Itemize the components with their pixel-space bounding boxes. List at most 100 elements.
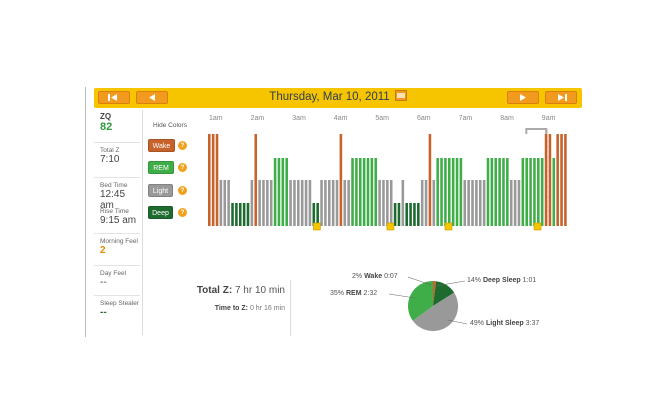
- hypnogram-bar-light: [289, 180, 292, 226]
- hypnogram-bar-light: [258, 180, 261, 226]
- zq-label: ZQ: [100, 112, 112, 121]
- hypnogram-bar-deep: [238, 203, 242, 226]
- left-border: [85, 87, 86, 337]
- hypnogram-bar-light: [335, 180, 339, 226]
- hypnogram-bar-deep: [242, 203, 246, 226]
- hide-colors-link[interactable]: Hide Colors: [153, 122, 187, 129]
- hypnogram-bar-rem: [502, 158, 505, 226]
- hypnogram-bar-rem: [451, 158, 455, 226]
- date-header: Thursday, Mar 10, 2011: [94, 88, 582, 108]
- time-to-z-value: 0 hr 16 min: [249, 305, 285, 312]
- hypnogram-bar-deep: [231, 203, 234, 226]
- hypnogram-bar-light: [509, 180, 513, 226]
- hypnogram-bar-wake: [560, 134, 563, 226]
- hypnogram-bar-rem: [486, 158, 490, 226]
- hypnogram-bar-light: [300, 180, 304, 226]
- help-icon[interactable]: ?: [178, 186, 187, 195]
- note-marker-icon[interactable]: [313, 222, 321, 231]
- pie-slice-wake: [433, 281, 437, 306]
- hour-label: 4am: [333, 115, 348, 122]
- calendar-icon[interactable]: [394, 90, 407, 101]
- help-icon[interactable]: ?: [178, 163, 187, 172]
- hypnogram-bar-rem: [366, 158, 370, 226]
- hypnogram-bar-light: [482, 180, 486, 226]
- zq-value: 82: [100, 121, 113, 133]
- hypnogram-bar-light: [262, 180, 265, 226]
- hypnogram-bar-light: [250, 180, 254, 226]
- sleep-stealer-label: Sleep Stealer: [100, 300, 140, 307]
- legend-rem[interactable]: REM: [148, 161, 174, 174]
- hypnogram-bar-rem: [358, 158, 362, 226]
- hypnogram-bar-rem: [444, 158, 447, 226]
- hypnogram-bar-deep: [393, 203, 397, 226]
- hypnogram-bar-light: [389, 180, 393, 226]
- hypnogram-bar-rem: [494, 158, 498, 226]
- hypnogram-bar-light: [324, 180, 327, 226]
- forward-button[interactable]: [507, 91, 539, 104]
- hypnogram-bar-wake: [548, 134, 552, 226]
- hypnogram-bar-rem: [537, 158, 540, 226]
- day-feel-label: Day Feel: [100, 270, 127, 277]
- hour-label: 5am: [375, 115, 390, 122]
- rise-bracket: [525, 128, 548, 134]
- hour-label: 7am: [458, 115, 473, 122]
- hypnogram-bar-light: [475, 180, 478, 226]
- hypnogram-bar-deep: [235, 203, 238, 226]
- hypnogram-bar-wake: [428, 134, 432, 226]
- skip-back-button[interactable]: [98, 91, 130, 104]
- time-to-z-label: Time to Z:: [214, 305, 249, 312]
- hypnogram-bar-rem: [521, 158, 525, 226]
- hypnogram-bar-light: [223, 180, 227, 226]
- date-text: Thursday, Mar 10, 2011: [269, 91, 390, 103]
- legend-deep[interactable]: Deep: [148, 206, 173, 219]
- legend-wake[interactable]: Wake: [148, 139, 175, 152]
- morning-feel-value: 2: [100, 245, 106, 256]
- hour-label: 3am: [292, 115, 306, 122]
- hypnogram-bar-wake: [215, 134, 219, 226]
- note-marker-icon[interactable]: [533, 222, 542, 231]
- hypnogram-chart: [208, 128, 567, 231]
- help-icon[interactable]: ?: [178, 208, 187, 217]
- summary-divider: [290, 280, 291, 336]
- hypnogram-bar-rem: [533, 158, 536, 226]
- sleep-stealer-value: --: [100, 307, 107, 318]
- hypnogram-bar-deep: [316, 203, 319, 226]
- hypnogram-bar-light: [266, 180, 269, 226]
- hypnogram-bar-light: [432, 180, 436, 226]
- hypnogram-bar-rem: [440, 158, 443, 226]
- hour-label: 9am: [541, 115, 556, 122]
- bed-time-value: 12:45 am: [100, 189, 126, 211]
- skip-forward-button[interactable]: [545, 91, 577, 104]
- hypnogram-bar-light: [320, 180, 323, 226]
- skip-forward-icon: [558, 94, 567, 101]
- hypnogram-bar-rem: [459, 158, 463, 226]
- hour-label: 8am: [500, 115, 514, 122]
- hypnogram-bar-wake: [564, 134, 567, 226]
- hypnogram-bar-light: [463, 180, 467, 226]
- hypnogram-bar-wake: [254, 134, 258, 226]
- hypnogram-bar-light: [401, 180, 405, 226]
- hypnogram-bar-wake: [208, 134, 211, 226]
- hypnogram-bar-rem: [529, 158, 532, 226]
- hypnogram-bar-deep: [397, 203, 401, 226]
- hypnogram-bar-light: [304, 180, 308, 226]
- pie-label-deep: 14% Deep Sleep 1:01: [467, 277, 537, 284]
- hypnogram-bar-light: [293, 180, 296, 226]
- hypnogram-bar-wake: [211, 134, 215, 226]
- legend-light[interactable]: Light: [148, 184, 173, 197]
- hypnogram-bar-light: [517, 180, 521, 226]
- hypnogram-bar-rem: [455, 158, 459, 226]
- pie-label-wake: 2% Wake 0:07: [352, 273, 398, 280]
- hypnogram-bar-rem: [552, 158, 556, 226]
- hypnogram-bar-rem: [281, 158, 285, 226]
- note-marker-icon[interactable]: [444, 222, 453, 231]
- note-marker-icon[interactable]: [386, 222, 395, 231]
- pie-label-light: 49% Light Sleep 3:37: [470, 320, 540, 327]
- help-icon[interactable]: ?: [178, 141, 187, 150]
- back-button[interactable]: [136, 91, 168, 104]
- hypnogram-bar-light: [227, 180, 230, 226]
- hypnogram-bar-light: [513, 180, 517, 226]
- hypnogram-bar-light: [424, 180, 428, 226]
- hypnogram-bar-rem: [525, 158, 528, 226]
- hypnogram-bar-rem: [448, 158, 451, 226]
